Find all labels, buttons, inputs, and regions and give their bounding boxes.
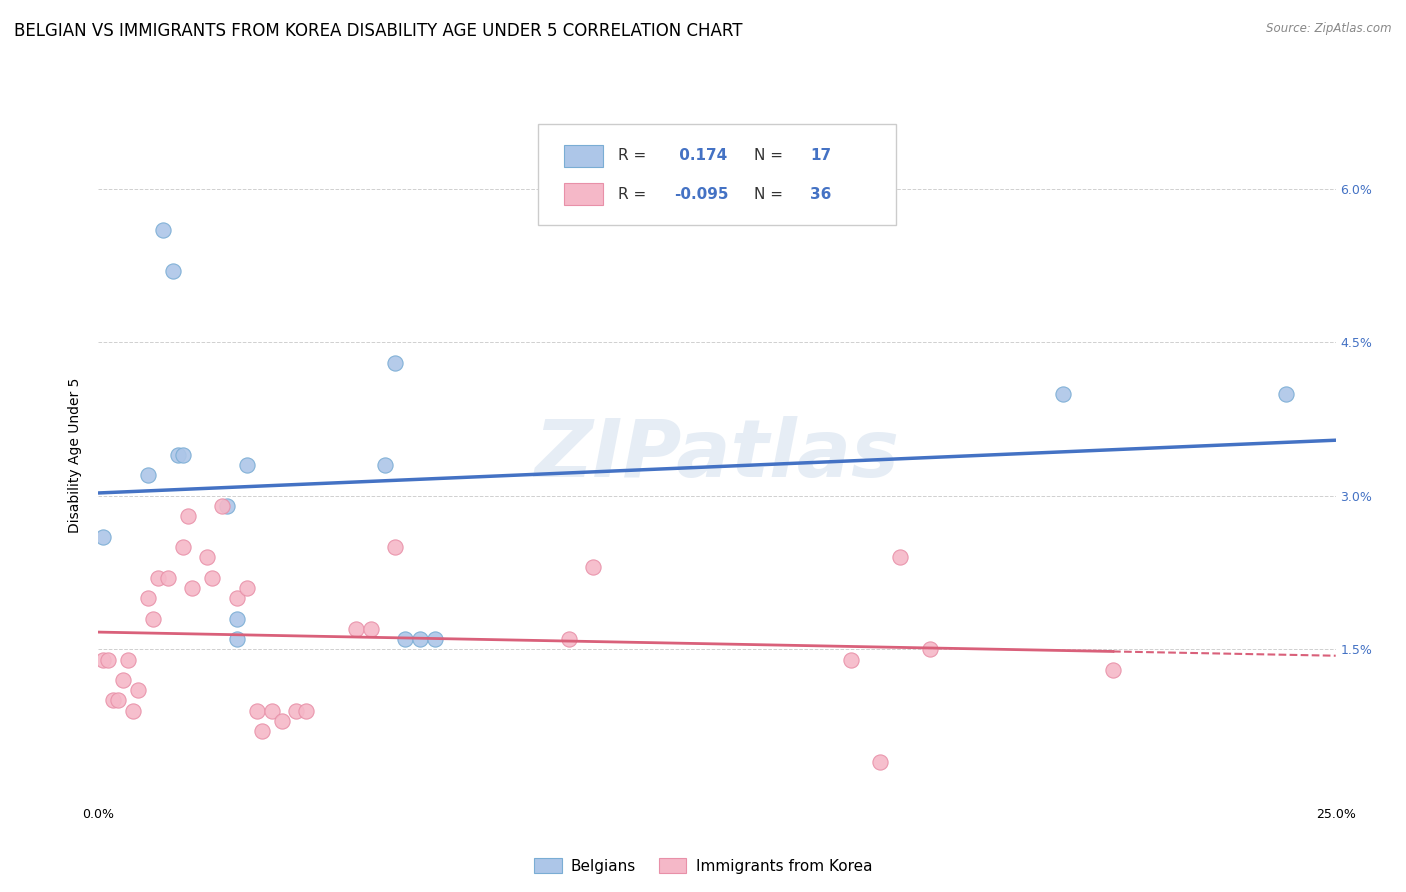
Text: Source: ZipAtlas.com: Source: ZipAtlas.com [1267, 22, 1392, 36]
Point [156, 571, 179, 585]
Point [136, 591, 159, 606]
Point [172, 540, 194, 554]
Point [869, 755, 891, 769]
Point [122, 704, 145, 718]
Text: -0.095: -0.095 [673, 186, 728, 202]
Point [1275, 386, 1298, 401]
Point [226, 591, 249, 606]
Point [195, 550, 218, 565]
Point [127, 683, 149, 698]
Point [236, 458, 259, 472]
Point [211, 499, 233, 513]
Point [236, 581, 259, 595]
Text: N =: N = [754, 148, 783, 163]
Text: BELGIAN VS IMMIGRANTS FROM KOREA DISABILITY AGE UNDER 5 CORRELATION CHART: BELGIAN VS IMMIGRANTS FROM KOREA DISABIL… [14, 22, 742, 40]
Point [423, 632, 446, 646]
Point [582, 560, 605, 574]
FancyBboxPatch shape [537, 124, 897, 226]
Point [246, 704, 269, 718]
Point [217, 499, 239, 513]
Point [260, 704, 283, 718]
Point [360, 622, 382, 636]
Point [107, 693, 129, 707]
Point [136, 468, 159, 483]
Point [1052, 386, 1074, 401]
Point [93, 530, 115, 544]
Point [172, 448, 194, 462]
Point [374, 458, 396, 472]
Point [146, 571, 169, 585]
Point [226, 612, 249, 626]
Text: N =: N = [754, 186, 783, 202]
Point [839, 652, 862, 666]
Point [344, 622, 367, 636]
Point [295, 704, 318, 718]
Point [166, 448, 188, 462]
Point [181, 581, 204, 595]
Bar [564, 145, 603, 167]
Point [1102, 663, 1125, 677]
Point [117, 652, 139, 666]
Point [394, 632, 416, 646]
Point [176, 509, 198, 524]
Point [918, 642, 941, 657]
Point [384, 540, 406, 554]
Point [97, 652, 120, 666]
Point [93, 652, 115, 666]
Point [142, 612, 165, 626]
Text: R =: R = [619, 148, 647, 163]
Point [557, 632, 579, 646]
Point [270, 714, 292, 728]
Legend: Belgians, Immigrants from Korea: Belgians, Immigrants from Korea [527, 852, 879, 880]
Point [250, 724, 273, 739]
Point [201, 571, 224, 585]
Y-axis label: Disability Age Under 5: Disability Age Under 5 [69, 377, 83, 533]
Text: 0.174: 0.174 [673, 148, 727, 163]
Text: R =: R = [619, 186, 647, 202]
Bar [564, 183, 603, 205]
Point [285, 704, 308, 718]
Point [384, 356, 406, 370]
Point [152, 223, 174, 237]
Point [103, 693, 125, 707]
Point [409, 632, 432, 646]
Point [162, 264, 184, 278]
Text: 36: 36 [810, 186, 831, 202]
Point [889, 550, 911, 565]
Point [226, 632, 249, 646]
Text: ZIPatlas: ZIPatlas [534, 416, 900, 494]
Text: 17: 17 [810, 148, 831, 163]
Point [112, 673, 135, 687]
